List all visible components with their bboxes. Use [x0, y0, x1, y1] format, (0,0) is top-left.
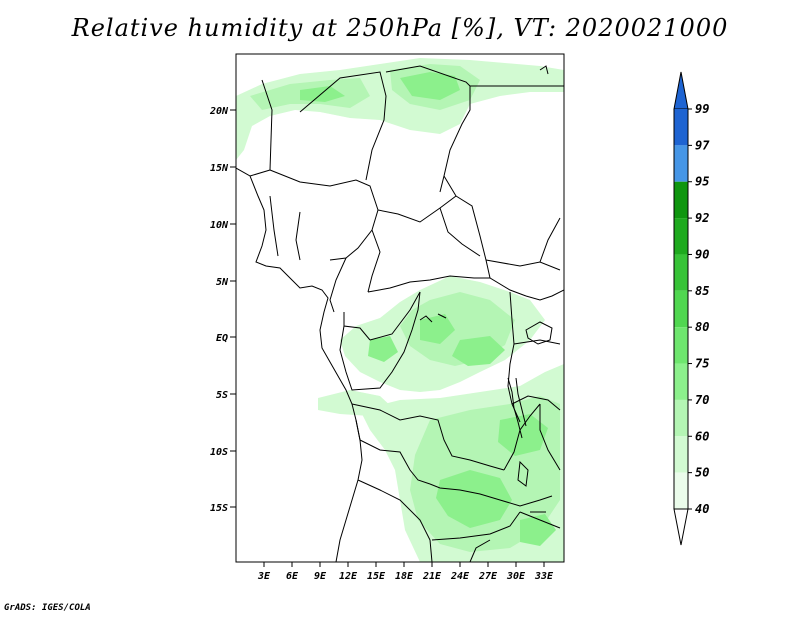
lat-label: EQ [216, 333, 228, 344]
humidity-region-south-core [520, 514, 556, 546]
colorbar-top-arrow [673, 71, 689, 110]
colorbar-label: 85 [695, 284, 709, 298]
colorbar-segment [674, 181, 688, 219]
lake-outlines [419, 65, 553, 513]
humidity-region-congo-core [420, 314, 455, 344]
colorbar-label: 99 [695, 102, 709, 116]
latitude-axis: 20N 15N 10N 5N EQ 5S 10S 15S [209, 106, 236, 514]
humidity-fill-layer [236, 58, 564, 562]
colorbar-segment [674, 327, 688, 364]
lon-label: 3E [257, 571, 271, 582]
colorbar-label: 50 [695, 466, 709, 480]
humidity-region-north-core [300, 86, 345, 102]
lon-label: 6E [286, 571, 299, 582]
colorbar-label: 95 [695, 175, 709, 189]
map-title: Relative humidity at 250hPa [%], VT: 202… [71, 14, 729, 42]
colorbar-segment [674, 436, 688, 473]
colorbar-label: 90 [695, 247, 709, 261]
colorbar-label: 70 [695, 393, 709, 407]
colorbar-segments [674, 109, 688, 509]
colorbar-segment [674, 399, 688, 437]
lon-label: 15E [367, 571, 386, 582]
lat-label: 5S [216, 390, 228, 401]
colorbar-segment [674, 145, 688, 182]
colorbar-segment [674, 109, 688, 146]
colorbar: 99 97 95 92 90 85 80 75 70 60 50 40 [673, 71, 710, 546]
lon-label: 24E [450, 571, 470, 582]
map-frame [235, 53, 565, 563]
humidity-region-south-core [436, 470, 512, 528]
longitude-axis: 3E 6E 9E 12E 15E 18E 21E 24E 27E 30E 33E [257, 562, 554, 582]
humidity-region-congo-core [368, 336, 398, 362]
colorbar-label: 40 [695, 502, 709, 516]
colorbar-label: 80 [695, 320, 709, 334]
country-boundaries [236, 65, 564, 562]
humidity-region-south-core [498, 414, 548, 456]
lat-label: 5N [216, 277, 229, 288]
colorbar-label: 92 [695, 211, 709, 225]
colorbar-segment [674, 254, 688, 291]
lon-label: 18E [395, 571, 414, 582]
lat-label: 10N [210, 220, 229, 231]
colorbar-ticks: 99 97 95 92 90 85 80 75 70 60 50 40 [688, 102, 710, 516]
lon-label: 30E [506, 571, 526, 582]
colorbar-label: 75 [695, 357, 709, 371]
colorbar-label: 60 [695, 429, 709, 443]
colorbar-label: 97 [695, 138, 710, 152]
lat-label: 15N [210, 163, 229, 174]
lat-label: 20N [209, 106, 229, 117]
colorbar-segment [674, 472, 688, 509]
grads-credit: GrADS: IGES/COLA [4, 603, 91, 613]
lat-label: 15S [210, 503, 228, 514]
colorbar-segment [674, 363, 688, 400]
humidity-region-north-core [400, 72, 460, 100]
lon-label: 33E [534, 571, 554, 582]
colorbar-segment [674, 218, 688, 255]
lon-label: 27E [478, 571, 498, 582]
lon-label: 12E [339, 571, 358, 582]
lon-label: 21E [422, 571, 442, 582]
lat-label: 10S [210, 447, 228, 458]
colorbar-bottom-arrow [673, 508, 689, 546]
colorbar-segment [674, 290, 688, 328]
humidity-region-congo-core [452, 336, 505, 366]
lon-label: 9E [314, 571, 327, 582]
